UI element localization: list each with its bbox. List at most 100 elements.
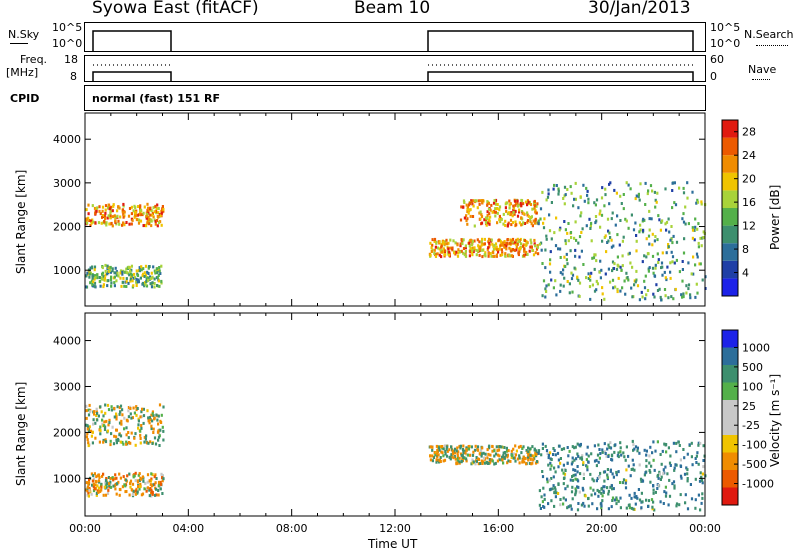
echo-cell	[649, 470, 652, 474]
echo-cell	[436, 252, 439, 256]
echo-cell	[657, 476, 660, 480]
echo-cell	[544, 248, 547, 252]
echo-cell	[449, 238, 452, 242]
echo-cell	[664, 187, 667, 191]
echo-cell	[576, 275, 579, 279]
echo-cell	[111, 209, 114, 213]
echo-cell	[87, 413, 91, 417]
echo-cell	[694, 477, 697, 481]
echo-cell	[112, 204, 115, 208]
echo-cell	[590, 221, 593, 225]
echo-cell	[617, 499, 620, 503]
echo-cell	[438, 240, 441, 244]
echo-cell	[593, 267, 596, 271]
echo-cell	[625, 181, 628, 185]
echo-cell	[522, 244, 525, 248]
echo-cell	[695, 461, 698, 464]
echo-cell	[619, 446, 622, 450]
echo-cell	[566, 461, 569, 465]
echo-cell	[630, 286, 633, 290]
echo-cell	[547, 192, 550, 196]
echo-cell	[102, 472, 105, 476]
echo-cell	[157, 207, 160, 210]
echo-cell	[686, 472, 689, 476]
echo-cell	[107, 488, 110, 492]
echo-cell	[536, 244, 539, 248]
echo-cell	[621, 264, 624, 268]
echo-cell	[530, 222, 533, 226]
echo-cell	[125, 442, 128, 446]
echo-cell	[136, 407, 139, 410]
echo-cell	[446, 242, 449, 246]
echo-cell	[493, 454, 496, 458]
echo-cell	[119, 488, 122, 492]
echo-cell	[541, 500, 544, 504]
echo-cell	[529, 238, 532, 242]
echo-cell	[143, 487, 146, 491]
echo-cell	[576, 485, 579, 489]
echo-cell	[598, 448, 601, 451]
echo-cell	[467, 211, 470, 215]
echo-cell	[97, 479, 101, 483]
echo-cell	[582, 501, 585, 505]
echo-cell	[151, 412, 154, 416]
echo-cell	[105, 221, 108, 225]
echo-cell	[459, 218, 463, 222]
echo-cell	[460, 460, 463, 464]
echo-cell	[557, 465, 560, 469]
echo-cell	[564, 498, 567, 502]
echo-cell	[557, 189, 560, 193]
echo-cell	[144, 437, 147, 441]
echo-cell	[487, 251, 490, 255]
echo-cell	[161, 479, 164, 483]
echo-cell	[571, 478, 575, 482]
echo-cell	[607, 489, 610, 493]
echo-cell	[86, 489, 89, 493]
echo-cell	[456, 454, 459, 458]
echo-cell	[571, 485, 574, 489]
colorbar-segment	[722, 155, 738, 173]
echo-cell	[475, 459, 478, 463]
echo-cell	[143, 284, 146, 288]
echo-cell	[137, 485, 140, 488]
echo-cell	[665, 491, 668, 495]
echo-cell	[505, 449, 509, 453]
echo-cell	[155, 210, 158, 213]
echo-cell	[578, 281, 582, 285]
echo-cell	[450, 445, 453, 449]
echo-cell	[511, 221, 515, 224]
echo-cell	[668, 478, 671, 482]
echo-cell	[103, 214, 107, 218]
echo-cell	[672, 480, 676, 484]
echo-cell	[544, 287, 547, 291]
echo-cell	[625, 219, 628, 223]
echo-cell	[573, 266, 576, 270]
echo-cell	[145, 489, 148, 493]
echo-cell	[87, 212, 90, 216]
echo-cell	[683, 456, 686, 460]
echo-cell	[109, 477, 112, 480]
echo-cell	[88, 486, 91, 490]
echo-cell	[579, 456, 582, 460]
echo-cell	[580, 503, 583, 507]
echo-cell	[668, 230, 671, 234]
echo-cell	[526, 199, 529, 203]
echo-cell	[673, 468, 676, 472]
echo-cell	[451, 246, 454, 250]
echo-cell	[481, 199, 484, 203]
echo-cell	[521, 447, 524, 450]
echo-cell	[437, 453, 440, 457]
echo-cell	[563, 276, 566, 280]
echo-cell	[659, 295, 662, 299]
echo-cell	[135, 413, 138, 417]
echo-cell	[459, 446, 462, 450]
echo-cell	[506, 238, 509, 241]
echo-cell	[528, 249, 531, 253]
echo-cell	[466, 217, 469, 221]
echo-cell	[125, 478, 128, 482]
echo-cell	[474, 199, 477, 203]
echo-cell	[123, 270, 126, 274]
echo-cell	[662, 502, 665, 505]
echo-cell	[91, 283, 94, 286]
echo-cell	[108, 421, 111, 425]
